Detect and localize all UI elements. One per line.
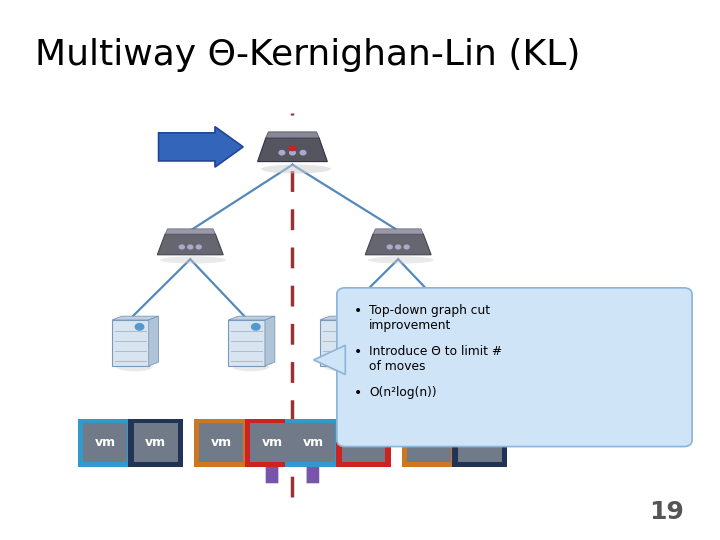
FancyBboxPatch shape <box>128 419 183 467</box>
Text: vm: vm <box>469 436 490 449</box>
Text: Top-down graph cut
improvement: Top-down graph cut improvement <box>369 304 490 332</box>
FancyBboxPatch shape <box>199 423 243 462</box>
FancyBboxPatch shape <box>83 423 127 462</box>
Polygon shape <box>165 229 215 234</box>
Circle shape <box>289 151 295 155</box>
Ellipse shape <box>324 362 361 372</box>
Polygon shape <box>112 316 158 320</box>
FancyArrow shape <box>301 448 325 483</box>
FancyBboxPatch shape <box>458 423 502 462</box>
FancyBboxPatch shape <box>408 423 451 462</box>
Text: vm: vm <box>94 436 116 449</box>
Polygon shape <box>365 234 431 255</box>
Circle shape <box>404 245 409 249</box>
Circle shape <box>300 151 306 155</box>
Text: vm: vm <box>418 436 440 449</box>
Circle shape <box>279 151 284 155</box>
Text: •: • <box>354 345 362 359</box>
FancyBboxPatch shape <box>285 419 341 467</box>
FancyBboxPatch shape <box>78 419 132 467</box>
Circle shape <box>251 323 260 330</box>
Ellipse shape <box>233 362 269 372</box>
Ellipse shape <box>368 256 434 264</box>
Circle shape <box>188 245 193 249</box>
Text: •: • <box>354 386 362 400</box>
Text: vm: vm <box>211 436 232 449</box>
Circle shape <box>396 245 400 249</box>
Text: vm: vm <box>261 436 282 449</box>
FancyBboxPatch shape <box>342 423 385 462</box>
FancyBboxPatch shape <box>112 320 149 366</box>
FancyBboxPatch shape <box>336 419 391 467</box>
Polygon shape <box>314 346 346 375</box>
Polygon shape <box>228 316 275 320</box>
Circle shape <box>459 323 468 330</box>
Polygon shape <box>266 132 319 138</box>
Text: vm: vm <box>145 436 166 449</box>
Text: Multiway Θ-Kernighan-Lin (KL): Multiway Θ-Kernighan-Lin (KL) <box>35 38 580 72</box>
Text: O(n²log(n)): O(n²log(n)) <box>369 386 437 399</box>
FancyBboxPatch shape <box>194 419 249 467</box>
Ellipse shape <box>261 165 331 173</box>
FancyBboxPatch shape <box>134 423 178 462</box>
FancyArrow shape <box>260 448 284 483</box>
FancyBboxPatch shape <box>402 419 456 467</box>
Circle shape <box>179 245 184 249</box>
Polygon shape <box>436 316 482 320</box>
Polygon shape <box>356 316 366 366</box>
FancyArrow shape <box>158 126 243 167</box>
Ellipse shape <box>116 362 153 372</box>
Polygon shape <box>265 316 275 366</box>
FancyBboxPatch shape <box>291 423 335 462</box>
Circle shape <box>135 323 144 330</box>
Text: vm: vm <box>302 436 323 449</box>
Circle shape <box>387 245 392 249</box>
FancyBboxPatch shape <box>320 320 356 366</box>
FancyBboxPatch shape <box>250 423 294 462</box>
Text: •: • <box>354 304 362 318</box>
FancyBboxPatch shape <box>452 419 508 467</box>
Text: vm: vm <box>353 436 374 449</box>
Circle shape <box>343 323 351 330</box>
Polygon shape <box>158 234 223 255</box>
FancyBboxPatch shape <box>337 288 692 447</box>
Polygon shape <box>258 138 328 161</box>
Circle shape <box>197 245 201 249</box>
Polygon shape <box>320 316 366 320</box>
Polygon shape <box>373 229 423 234</box>
FancyBboxPatch shape <box>228 320 265 366</box>
Text: Introduce Θ to limit #
of moves: Introduce Θ to limit # of moves <box>369 345 503 373</box>
Text: 19: 19 <box>649 500 683 524</box>
Polygon shape <box>473 316 482 366</box>
Polygon shape <box>149 316 158 366</box>
Circle shape <box>289 146 296 151</box>
FancyBboxPatch shape <box>245 419 300 467</box>
FancyBboxPatch shape <box>436 320 473 366</box>
Ellipse shape <box>441 362 477 372</box>
Ellipse shape <box>160 256 226 264</box>
